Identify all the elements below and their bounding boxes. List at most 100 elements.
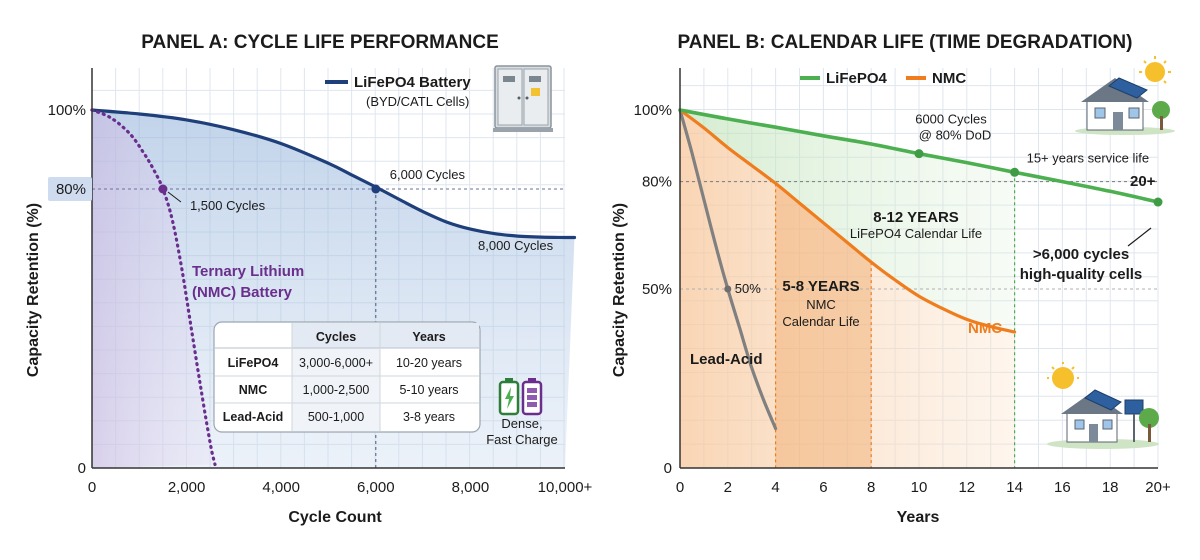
comparison-table: Cycles Years LiFePO4 3,000-6,000+ 10-20 … (213, 321, 481, 433)
label-nmc-curve: NMC (968, 320, 1002, 337)
label-nmc-line2: (NMC) Battery (192, 284, 293, 301)
panel-a-legend: LiFePO4 Battery (BYD/CATL Cells) (325, 74, 471, 109)
table-header-cycles: Cycles (316, 330, 356, 344)
label-cycles-line1: >6,000 cycles (1033, 246, 1129, 263)
x-tick-label: 6,000 (357, 479, 395, 496)
panel-a: PANEL A: CYCLE LIFE PERFORMANCE 1,500 Cy… (25, 32, 593, 526)
y-tick-label: 0 (78, 460, 86, 477)
panel-a-axes (91, 68, 565, 469)
panel-b-axes (679, 68, 1158, 469)
series-line-lifepo4 (90, 108, 577, 240)
panel-b-points: 6000 Cycles@ 80% DoD 15+ years service li… (724, 112, 1163, 296)
x-tick-label-b: 14 (1006, 479, 1023, 496)
x-tick-label-b: 18 (1102, 479, 1119, 496)
table-row-label: Lead-Acid (223, 410, 283, 424)
x-tick-label-b: 8 (867, 479, 875, 496)
panel-b-x-axis-label: Years (897, 509, 940, 526)
legend-sub-lifepo4: (BYD/CATL Cells) (366, 94, 469, 109)
area-lifepo4-b (680, 110, 1015, 332)
x-tick-label: 10,000+ (538, 479, 593, 496)
x-tick-label-b: 4 (771, 479, 779, 496)
panel-b-fills (680, 110, 1015, 468)
area-nmc (92, 110, 215, 468)
point-label-6000: 6,000 Cycles (390, 167, 466, 182)
label-cycles-line2: high-quality cells (1020, 266, 1143, 283)
panel-b-legend: LiFePO4 NMC (800, 70, 966, 87)
panel-a-points: 1,500 Cycles 6,000 Cycles (158, 167, 465, 213)
series-line-nmc (90, 108, 217, 467)
legend-label-lifepo4-b: LiFePO4 (826, 70, 888, 87)
region-label-nmc-sub2: Calendar Life (782, 314, 859, 329)
label-lifepo4-8000: 8,000 Cycles (478, 238, 554, 253)
panel-a-ticks: 0 2,000 4,000 6,000 8,000 10,000+ 0 80% 100% (48, 102, 593, 496)
y-tick-label-b: 80% (642, 174, 672, 191)
x-tick-label: 0 (88, 479, 96, 496)
table-cell: 5-10 years (399, 383, 458, 397)
point-label-10y-line1: 6000 Cycles (915, 112, 987, 127)
x-tick-label-b: 10 (911, 479, 928, 496)
region-label-nmc-sub1: NMC (806, 297, 836, 312)
label-lead-acid: Lead-Acid (690, 351, 763, 368)
x-tick-label-b: 6 (819, 479, 827, 496)
leader-line-cycles (1127, 227, 1152, 247)
series-line-nmc-b (678, 108, 1017, 334)
x-tick-label-b: 2 (724, 479, 732, 496)
point-label-lead-acid-50: 50% (735, 281, 761, 296)
point-lifepo4-14y (1010, 167, 1020, 177)
x-tick-label-b: 20+ (1145, 479, 1171, 496)
region-label-lifepo4-sub: LiFePO4 Calendar Life (850, 226, 982, 241)
y-tick-label: 80% (56, 181, 86, 198)
region-label-nmc-title: 5-8 YEARS (782, 278, 859, 295)
battery-caption-line1: Dense, (501, 416, 542, 431)
solar-house-icon (1047, 362, 1159, 449)
table-header-years: Years (412, 330, 445, 344)
panel-b-y-axis-label: Capacity Retention (%) (611, 203, 628, 377)
point-label-20y: 20+ (1130, 173, 1156, 190)
x-tick-label-b: 12 (958, 479, 975, 496)
y-tick-label-b: 0 (664, 460, 672, 477)
point-lifepo4-6000 (371, 184, 381, 194)
point-nmc-1500 (158, 184, 168, 194)
panel-b: PANEL B: CALENDAR LIFE (TIME DEGRADATION… (611, 32, 1175, 526)
legend-label-lifepo4: LiFePO4 Battery (354, 74, 471, 91)
table-cell: 3-8 years (403, 410, 455, 424)
panel-a-title: PANEL A: CYCLE LIFE PERFORMANCE (141, 32, 499, 53)
panel-a-series (90, 108, 577, 467)
point-label-1500: 1,500 Cycles (190, 198, 266, 213)
panel-a-x-axis-label: Cycle Count (288, 509, 382, 526)
table-cell: 1,000-2,500 (303, 383, 370, 397)
point-lifepo4-10y (914, 149, 924, 159)
x-tick-label: 8,000 (452, 479, 490, 496)
table-cell: 500-1,000 (308, 410, 364, 424)
battery-pack-icon (498, 378, 543, 416)
y-tick-label-b: 50% (642, 281, 672, 298)
table-row-label: LiFePO4 (228, 356, 279, 370)
panel-b-title: PANEL B: CALENDAR LIFE (TIME DEGRADATION… (678, 32, 1133, 53)
point-label-10y-line2: @ 80% DoD (919, 128, 991, 143)
table-row-label: NMC (239, 383, 267, 397)
solar-house-icon (1075, 56, 1175, 135)
label-nmc-line1: Ternary Lithium (192, 263, 304, 280)
panel-a-y-axis-label: Capacity Retention (%) (25, 203, 42, 377)
leader-line (167, 191, 182, 203)
panel-b-guides (680, 172, 1158, 468)
table-cell: 10-20 years (396, 356, 462, 370)
panel-b-ticks: 0 2 4 6 8 10 12 14 16 18 20+ 0 50% 80% 100% (634, 102, 1171, 496)
battery-cabinet-icon (493, 65, 553, 132)
x-tick-label: 2,000 (168, 479, 206, 496)
y-tick-label: 100% (48, 102, 86, 119)
y-tick-highlight (48, 177, 92, 201)
point-lead-acid-50 (724, 285, 732, 293)
table-cell: 3,000-6,000+ (299, 356, 373, 370)
y-tick-label-b: 100% (634, 102, 672, 119)
area-nmc-b (680, 110, 1015, 468)
point-label-14y: 15+ years service life (1027, 150, 1149, 165)
legend-label-nmc-b: NMC (932, 70, 966, 87)
point-lifepo4-20y (1153, 197, 1163, 207)
battery-caption-line2: Fast Charge (486, 432, 558, 447)
region-label-lifepo4-title: 8-12 YEARS (873, 209, 959, 226)
x-tick-label: 4,000 (262, 479, 300, 496)
region-nmc-calendar (775, 183, 872, 468)
x-tick-label-b: 16 (1054, 479, 1071, 496)
